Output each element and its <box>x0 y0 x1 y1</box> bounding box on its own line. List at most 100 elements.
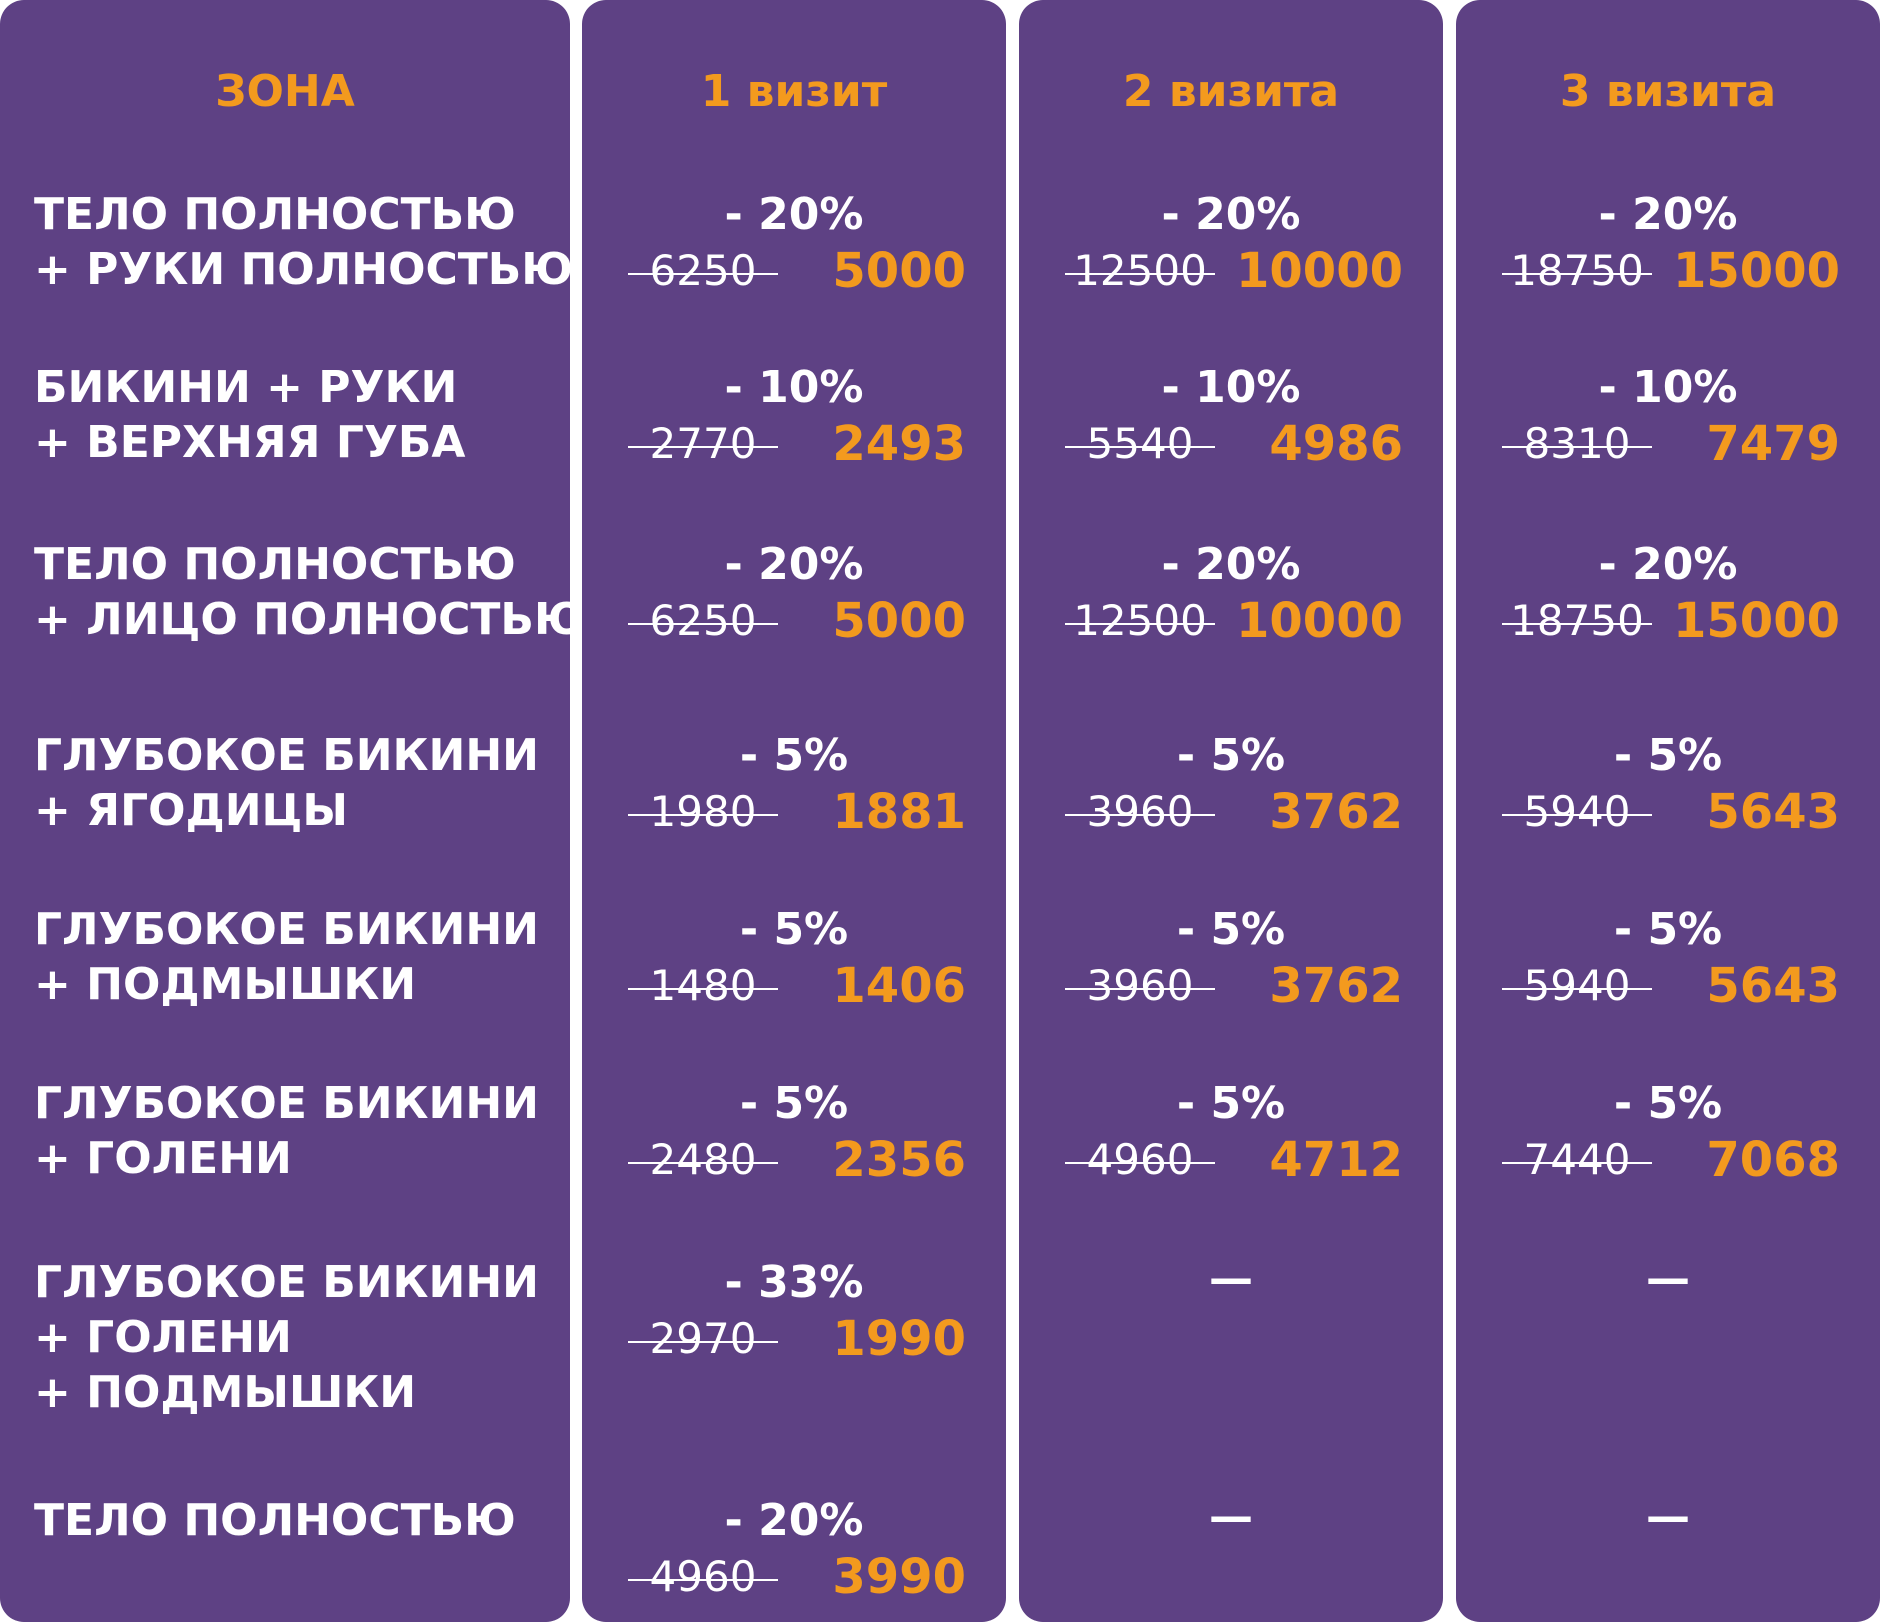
new-price: 15000 <box>1673 243 1840 299</box>
new-price: 4986 <box>1269 416 1403 472</box>
price-cell: - 5% 2480 2356 <box>582 1076 1006 1188</box>
price-cell: - 5% 3960 3762 <box>1019 902 1443 1014</box>
old-price: 4960 <box>1065 1132 1215 1188</box>
old-price: 4960 <box>628 1549 778 1605</box>
new-price: 15000 <box>1673 593 1840 649</box>
discount-percent: - 5% <box>1613 904 1723 955</box>
discount-percent: - 10% <box>1598 362 1738 413</box>
price-cell: - 33% 2970 1990 <box>582 1255 1006 1367</box>
new-price: 2493 <box>832 416 966 472</box>
old-price: 7440 <box>1502 1132 1652 1188</box>
old-price: 2480 <box>628 1132 778 1188</box>
old-price: 6250 <box>628 243 778 299</box>
price-cell: - 5% 3960 3762 <box>1019 728 1443 840</box>
zone-label-line: БИКИНИ + РУКИ <box>34 362 458 413</box>
new-price: 5643 <box>1706 958 1840 1014</box>
discount-percent: - 5% <box>1176 730 1286 781</box>
new-price: 5643 <box>1706 784 1840 840</box>
zone-label-line: + ВЕРХНЯЯ ГУБА <box>34 417 466 468</box>
price-cell: - 5% 5940 5643 <box>1456 728 1880 840</box>
price-cell: - 10% 5540 4986 <box>1019 360 1443 472</box>
zone-label-line: ТЕЛО ПОЛНОСТЬЮ <box>34 539 516 590</box>
price-cell: - 5% 1480 1406 <box>582 902 1006 1014</box>
visit1-column: 1 визит - 20% 6250 5000- 10% 2770 2493- 20% 6… <box>582 0 1006 1622</box>
zone-label-line: ГЛУБОКОЕ БИКИНИ <box>34 1078 539 1129</box>
visit3-column: 3 визита - 20% 18750 15000- 10% 8310 7479- 2… <box>1456 0 1880 1622</box>
discount-percent: - 5% <box>739 730 849 781</box>
new-price: 1406 <box>832 958 966 1014</box>
old-price: 12500 <box>1065 593 1215 649</box>
not-available-dash: — <box>1646 1253 1690 1304</box>
discount-percent: - 5% <box>1176 904 1286 955</box>
old-price: 3960 <box>1065 784 1215 840</box>
price-cell: - 20% 12500 10000 <box>1019 187 1443 299</box>
new-price: 5000 <box>832 243 966 299</box>
price-cell: - 20% 4960 3990 <box>582 1493 1006 1605</box>
old-price: 3960 <box>1065 958 1215 1014</box>
zone-label-line: + ПОДМЫШКИ <box>34 959 417 1010</box>
zone-label-line: ТЕЛО ПОЛНОСТЬЮ <box>34 1495 516 1546</box>
price-cell: - 5% 1980 1881 <box>582 728 1006 840</box>
old-price: 8310 <box>1502 416 1652 472</box>
discount-percent: - 10% <box>724 362 864 413</box>
old-price: 5940 <box>1502 784 1652 840</box>
discount-percent: - 20% <box>1161 189 1301 240</box>
old-price: 5940 <box>1502 958 1652 1014</box>
price-cell: - 20% 6250 5000 <box>582 187 1006 299</box>
old-price: 2970 <box>628 1311 778 1367</box>
price-cell: - 10% 2770 2493 <box>582 360 1006 472</box>
old-price: 12500 <box>1065 243 1215 299</box>
zone-label-line: + ЛИЦО ПОЛНОСТЬЮ <box>34 594 586 645</box>
zone-column: ЗОНА ТЕЛО ПОЛНОСТЬЮ + РУКИ ПОЛНОСТЬЮ БИКИН… <box>0 0 586 1622</box>
visit1-header: 1 визит <box>700 66 888 117</box>
discount-percent: - 20% <box>724 1495 864 1546</box>
new-price: 2356 <box>832 1132 966 1188</box>
price-cell: - 20% 12500 10000 <box>1019 537 1443 649</box>
old-price: 2770 <box>628 416 778 472</box>
discount-percent: - 5% <box>739 904 849 955</box>
old-price: 1980 <box>628 784 778 840</box>
not-available-dash: — <box>1209 1491 1253 1542</box>
price-cell: - 5% 5940 5643 <box>1456 902 1880 1014</box>
old-price: 5540 <box>1065 416 1215 472</box>
zone-label-line: ГЛУБОКОЕ БИКИНИ <box>34 730 539 781</box>
visit2-header: 2 визита <box>1122 66 1340 117</box>
price-cell: - 5% 7440 7068 <box>1456 1076 1880 1188</box>
price-cell: - 5% 4960 4712 <box>1019 1076 1443 1188</box>
zone-label-line: + ПОДМЫШКИ <box>34 1367 417 1418</box>
discount-percent: - 20% <box>1598 189 1738 240</box>
zone-label-line: ТЕЛО ПОЛНОСТЬЮ <box>34 189 516 240</box>
new-price: 3762 <box>1269 784 1403 840</box>
discount-percent: - 5% <box>1176 1078 1286 1129</box>
price-cell: - 20% 18750 15000 <box>1456 537 1880 649</box>
discount-percent: - 10% <box>1161 362 1301 413</box>
new-price: 3762 <box>1269 958 1403 1014</box>
new-price: 1881 <box>832 784 966 840</box>
new-price: 1990 <box>832 1311 966 1367</box>
zone-label-line: ГЛУБОКОЕ БИКИНИ <box>34 904 539 955</box>
new-price: 3990 <box>832 1549 966 1605</box>
zone-label-line: + ГОЛЕНИ <box>34 1312 292 1363</box>
new-price: 7479 <box>1706 416 1840 472</box>
zone-label-line: + ГОЛЕНИ <box>34 1133 292 1184</box>
price-cell: - 20% 18750 15000 <box>1456 187 1880 299</box>
discount-percent: - 33% <box>724 1257 864 1308</box>
zone-header: ЗОНА <box>215 66 355 117</box>
visit3-header: 3 визита <box>1559 66 1777 117</box>
new-price: 7068 <box>1706 1132 1840 1188</box>
not-available-dash: — <box>1646 1491 1690 1542</box>
new-price: 5000 <box>832 593 966 649</box>
old-price: 1480 <box>628 958 778 1014</box>
new-price: 10000 <box>1236 593 1403 649</box>
discount-percent: - 5% <box>739 1078 849 1129</box>
discount-percent: - 20% <box>1161 539 1301 590</box>
new-price: 4712 <box>1269 1132 1403 1188</box>
old-price: 18750 <box>1502 243 1652 299</box>
discount-percent: - 20% <box>724 539 864 590</box>
visit2-column: 2 визита - 20% 12500 10000- 10% 5540 4986- 2… <box>1019 0 1443 1622</box>
price-cell: - 10% 8310 7479 <box>1456 360 1880 472</box>
old-price: 18750 <box>1502 593 1652 649</box>
zone-label-line: + РУКИ ПОЛНОСТЬЮ <box>34 244 573 295</box>
discount-percent: - 20% <box>724 189 864 240</box>
new-price: 10000 <box>1236 243 1403 299</box>
